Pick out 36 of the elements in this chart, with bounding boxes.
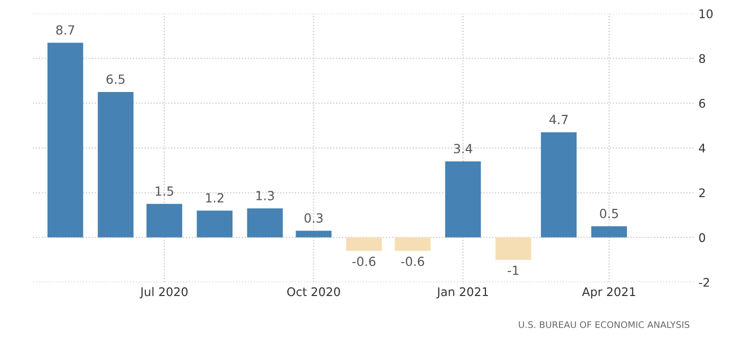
x-tick-label: Jul 2020 bbox=[140, 287, 188, 298]
bar bbox=[146, 204, 182, 238]
data-label: 8.7 bbox=[56, 25, 74, 35]
bar bbox=[98, 92, 134, 238]
bar bbox=[495, 237, 532, 260]
data-label: 0.3 bbox=[304, 213, 323, 223]
bar bbox=[247, 208, 283, 238]
x-tick-label: Apr 2021 bbox=[582, 287, 636, 298]
data-label: 1.2 bbox=[206, 193, 224, 202]
bar bbox=[196, 210, 233, 238]
data-label: 4.7 bbox=[549, 114, 568, 124]
data-label: 1.3 bbox=[256, 190, 274, 200]
x-tick-label: Oct 2020 bbox=[287, 287, 340, 296]
bar bbox=[296, 230, 332, 238]
bar bbox=[445, 161, 481, 238]
y-tick-label: 8 bbox=[699, 54, 706, 64]
y-tick-label: -2 bbox=[698, 278, 709, 287]
data-label: 1.5 bbox=[156, 186, 174, 196]
bar bbox=[394, 237, 431, 251]
data-label: 3.4 bbox=[454, 144, 472, 154]
data-label: -0.6 bbox=[401, 256, 424, 266]
text: U.S. BUREAU OF ECONOMIC ANALYSIS bbox=[518, 321, 690, 328]
data-label: 6.5 bbox=[106, 74, 124, 84]
y-tick-label: 4 bbox=[698, 144, 706, 152]
data-label: -1 bbox=[508, 266, 518, 275]
y-tick-label: 0 bbox=[699, 233, 706, 242]
y-tick-label: 2 bbox=[699, 188, 705, 198]
y-tick-label: 10 bbox=[700, 9, 713, 18]
bar bbox=[591, 226, 627, 238]
bar bbox=[346, 237, 382, 251]
bar bbox=[47, 42, 84, 238]
data-label: 0.5 bbox=[600, 208, 618, 218]
x-tick-label: Jan 2021 bbox=[436, 287, 488, 298]
bar bbox=[540, 132, 577, 238]
y-tick-label: 6 bbox=[699, 98, 706, 108]
data-label: -0.6 bbox=[352, 256, 376, 266]
